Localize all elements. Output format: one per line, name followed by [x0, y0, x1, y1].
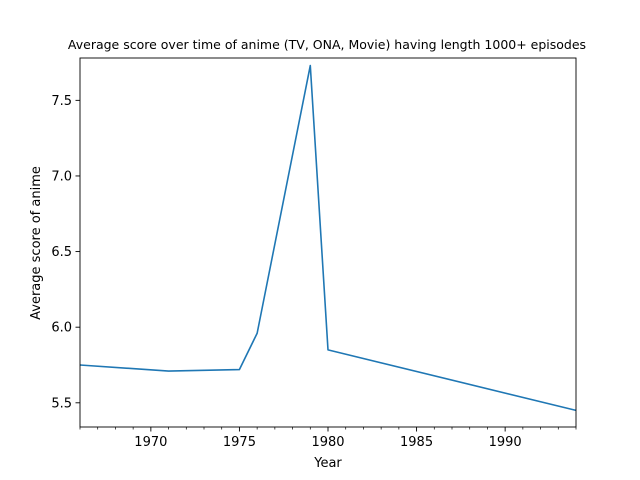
x-tick-label: 1970 [134, 435, 167, 450]
y-tick-label: 7.5 [51, 94, 72, 109]
y-tick-label: 5.5 [51, 396, 72, 411]
plot-area [79, 57, 577, 428]
y-tick-label: 6.5 [51, 245, 72, 260]
x-tick-label: 1990 [489, 435, 522, 450]
y-tick-label: 7.0 [51, 169, 72, 184]
x-tick-label: 1975 [223, 435, 256, 450]
chart-title: Average score over time of anime (TV, ON… [68, 37, 586, 52]
y-axis: 5.5 6.0 6.5 7.0 7.5 [51, 94, 80, 411]
x-axis-label: Year [313, 456, 342, 471]
series-line [79, 64, 577, 412]
y-tick-label: 6.0 [51, 321, 72, 336]
x-tick-label: 1985 [400, 435, 433, 450]
plot-frame [79, 57, 577, 428]
x-axis: 1970 1975 1980 1985 1990 [79, 427, 577, 450]
y-axis-label: Average score of anime [29, 166, 44, 320]
x-tick-label: 1980 [311, 435, 344, 450]
